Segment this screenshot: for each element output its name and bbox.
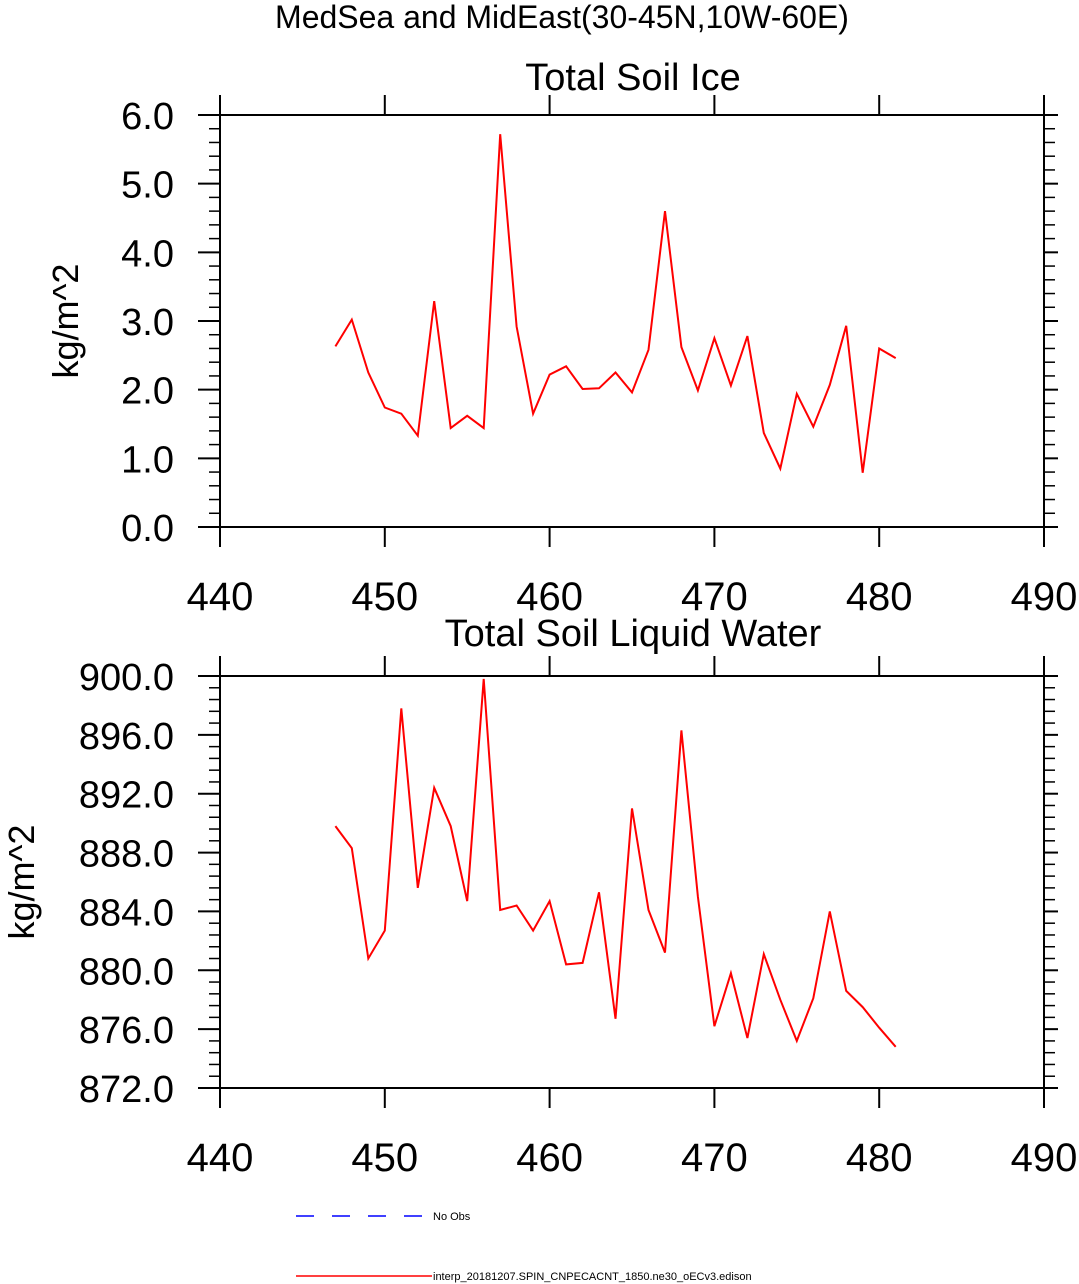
x-tick-label: 460 xyxy=(516,1136,583,1180)
y-tick-label: 872.0 xyxy=(79,1069,174,1111)
main-title: MedSea and MidEast(30-45N,10W-60E) xyxy=(275,0,849,35)
y-tick-label: 876.0 xyxy=(79,1010,174,1052)
x-tick-label: 490 xyxy=(1011,575,1078,619)
y-tick-label: 0.0 xyxy=(121,508,174,550)
y-tick-label: 900.0 xyxy=(79,657,174,699)
x-tick-label: 450 xyxy=(351,575,418,619)
x-tick-label: 480 xyxy=(846,1136,913,1180)
y-tick-label: 888.0 xyxy=(79,834,174,876)
soil-ice-panel: Total Soil Ice kg/m^2 440 450 460 470 480 490… xyxy=(45,57,1077,619)
x-tick-label: 440 xyxy=(187,1136,254,1180)
soil-liquid-water-panel: Total Soil Liquid Water kg/m^2 440 450 460… xyxy=(1,613,1077,1180)
legend: No Obs interp_20181207.SPIN_CNPECACNT_18… xyxy=(296,1211,752,1283)
legend-model-label: interp_20181207.SPIN_CNPECACNT_1850.ne30… xyxy=(433,1271,752,1283)
y-tick-label: 896.0 xyxy=(79,716,174,758)
axis-ticks xyxy=(198,656,1058,1108)
x-tick-label: 440 xyxy=(187,575,254,619)
y-tick-label: 892.0 xyxy=(79,775,174,817)
x-tick-label: 450 xyxy=(351,1136,418,1180)
y-axis-label: kg/m^2 xyxy=(45,264,86,379)
soil-liquid-water-series-line xyxy=(334,678,897,1048)
x-tick-label: 490 xyxy=(1011,1136,1078,1180)
y-tick-label: 884.0 xyxy=(79,892,174,934)
panel-title: Total Soil Liquid Water xyxy=(445,613,822,655)
y-tick-label: 2.0 xyxy=(121,371,174,413)
legend-obs-label: No Obs xyxy=(433,1211,471,1223)
y-tick-labels: 0.0 1.0 2.0 3.0 4.0 5.0 6.0 xyxy=(121,96,174,550)
y-tick-labels: 872.0 876.0 880.0 884.0 888.0 892.0 896.0 900.0 xyxy=(79,657,174,1111)
plot-frame xyxy=(219,675,1045,1089)
x-tick-labels: 440 450 460 470 480 490 xyxy=(187,1136,1078,1180)
x-tick-label: 470 xyxy=(681,1136,748,1180)
y-tick-label: 880.0 xyxy=(79,951,174,993)
x-tick-label: 480 xyxy=(846,575,913,619)
plot-frame xyxy=(219,114,1045,528)
soil-ice-series-line xyxy=(334,134,897,473)
x-tick-label: 460 xyxy=(516,575,583,619)
y-tick-label: 4.0 xyxy=(121,233,174,275)
axis-ticks xyxy=(198,95,1058,547)
x-tick-labels: 440 450 460 470 480 490 xyxy=(187,575,1078,619)
panel-title: Total Soil Ice xyxy=(525,57,740,99)
y-tick-label: 1.0 xyxy=(121,439,174,481)
y-tick-label: 6.0 xyxy=(121,96,174,138)
x-tick-label: 470 xyxy=(681,575,748,619)
y-tick-label: 5.0 xyxy=(121,165,174,207)
y-axis-label: kg/m^2 xyxy=(1,825,42,940)
y-tick-label: 3.0 xyxy=(121,302,174,344)
